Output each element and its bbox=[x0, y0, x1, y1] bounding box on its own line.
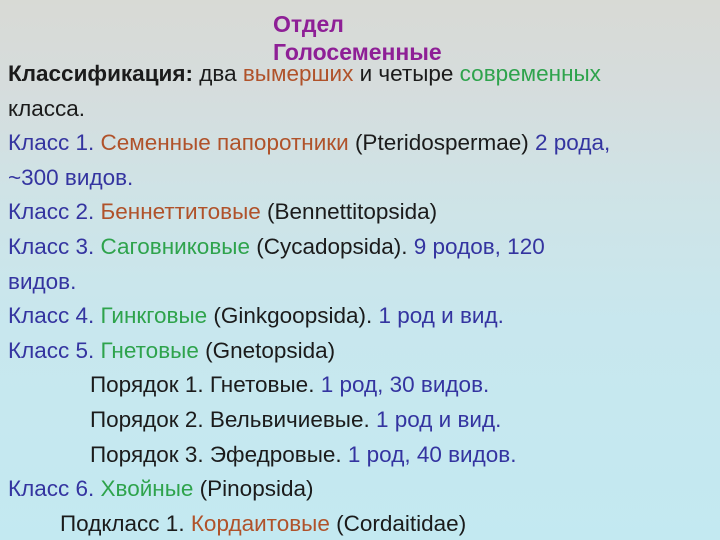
text-segment: Хвойные bbox=[94, 476, 194, 502]
text-segment: Класс 1. bbox=[8, 130, 95, 156]
text-segment: современных bbox=[459, 61, 601, 86]
slide-body: Классификация: два вымерших и четыре сов… bbox=[0, 57, 720, 540]
text-segment: Гинкговые bbox=[94, 303, 208, 329]
text-segment: Класс 5. bbox=[8, 337, 95, 363]
title-line: Голосеменные bbox=[273, 39, 442, 65]
text-line: Порядок 1. Гнетовые. 1 род, 30 видов. bbox=[0, 368, 720, 403]
text-line: Класс 1. Семенные папоротники (Pteridosp… bbox=[0, 126, 720, 161]
text-line: Класс 4. Гинкговые (Ginkgoopsida). 1 род… bbox=[0, 299, 720, 334]
text-segment: Порядок 2. Вельвичиевые. bbox=[90, 406, 370, 432]
text-segment: (Pteridospermae) bbox=[348, 130, 529, 156]
title-line: Отдел bbox=[273, 11, 344, 37]
text-segment: Класс 4. bbox=[8, 303, 95, 329]
text-segment: Класс 2. bbox=[8, 199, 95, 225]
text-segment: Саговниковые bbox=[94, 233, 250, 259]
text-line: Класс 6. Хвойные (Pinopsida) bbox=[0, 472, 720, 507]
text-line: класса. bbox=[0, 92, 720, 127]
text-line: ~300 видов. bbox=[0, 161, 720, 196]
text-segment: видов. bbox=[8, 268, 77, 294]
text-segment: (Cycadopsida). bbox=[249, 233, 408, 259]
text-segment: вымерших bbox=[242, 61, 354, 86]
text-segment: Беннеттитовые bbox=[94, 199, 261, 225]
text-segment: Гнетовые bbox=[94, 337, 199, 363]
text-segment: два bbox=[192, 61, 243, 86]
text-segment: Класс 3. bbox=[8, 233, 95, 259]
text-segment: Семенные папоротники bbox=[94, 130, 349, 156]
text-segment: Кордаитовые bbox=[184, 510, 330, 536]
text-line: Порядок 2. Вельвичиевые. 1 род и вид. bbox=[0, 403, 720, 438]
text-line: видов. bbox=[0, 265, 720, 300]
text-segment: (Cordaitidae) bbox=[329, 510, 467, 536]
text-segment: и четыре bbox=[353, 61, 460, 86]
text-segment: Порядок 1. Гнетовые. bbox=[90, 372, 315, 398]
text-segment: Классификация: bbox=[8, 61, 193, 86]
text-segment: (Gnetopsida) bbox=[198, 337, 336, 363]
text-line: Классификация: два вымерших и четыре сов… bbox=[0, 57, 720, 92]
text-line: Подкласс 1. Кордаитовые (Cordaitidae) bbox=[0, 507, 720, 540]
text-segment: 1 род и вид. bbox=[372, 303, 504, 329]
text-segment: Подкласс 1. bbox=[60, 510, 185, 536]
text-line: Класс 5. Гнетовые (Gnetopsida) bbox=[0, 334, 720, 369]
text-segment: Класс 6. bbox=[8, 476, 95, 502]
text-segment: 2 рода, bbox=[528, 130, 611, 156]
text-segment: (Ginkgoopsida). bbox=[207, 303, 373, 329]
text-segment: (Bennettitopsida) bbox=[260, 199, 438, 225]
text-segment: 1 род, 40 видов. bbox=[341, 441, 517, 467]
text-line: Класс 2. Беннеттитовые (Bennettitopsida) bbox=[0, 195, 720, 230]
slide-title: Отдел Голосеменные bbox=[273, 10, 442, 66]
text-segment: Порядок 3. Эфедровые. bbox=[90, 441, 342, 467]
text-line: Класс 3. Саговниковые (Cycadopsida). 9 р… bbox=[0, 230, 720, 265]
text-segment: ~300 видов. bbox=[8, 164, 134, 190]
text-segment: класса. bbox=[8, 95, 86, 121]
text-line: Порядок 3. Эфедровые. 1 род, 40 видов. bbox=[0, 438, 720, 473]
text-segment: 1 род и вид. bbox=[369, 406, 502, 432]
text-segment: 9 родов, 120 bbox=[407, 233, 545, 259]
text-segment: 1 род, 30 видов. bbox=[314, 372, 490, 398]
text-segment: (Pinopsida) bbox=[193, 476, 314, 502]
